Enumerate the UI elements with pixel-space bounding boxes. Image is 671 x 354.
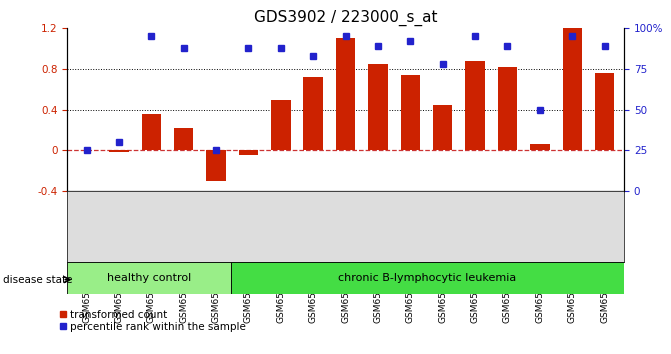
Bar: [401, 75, 420, 150]
Bar: [303, 77, 323, 150]
Bar: [231, 262, 624, 294]
Text: disease state: disease state: [3, 275, 73, 285]
Bar: [498, 67, 517, 150]
Bar: [109, 150, 129, 153]
Bar: [530, 144, 550, 150]
Bar: [271, 99, 291, 150]
Legend: transformed count, percentile rank within the sample: transformed count, percentile rank withi…: [59, 310, 246, 332]
Bar: [142, 114, 161, 150]
Title: GDS3902 / 223000_s_at: GDS3902 / 223000_s_at: [254, 9, 437, 25]
Bar: [67, 262, 231, 294]
Bar: [466, 61, 484, 150]
Bar: [595, 73, 615, 150]
Text: chronic B-lymphocytic leukemia: chronic B-lymphocytic leukemia: [338, 273, 517, 283]
Bar: [368, 64, 388, 150]
Bar: [174, 128, 193, 150]
Bar: [336, 39, 355, 150]
Bar: [207, 150, 225, 181]
Bar: [433, 105, 452, 150]
Bar: [562, 28, 582, 150]
Bar: [239, 150, 258, 154]
Text: healthy control: healthy control: [107, 273, 191, 283]
